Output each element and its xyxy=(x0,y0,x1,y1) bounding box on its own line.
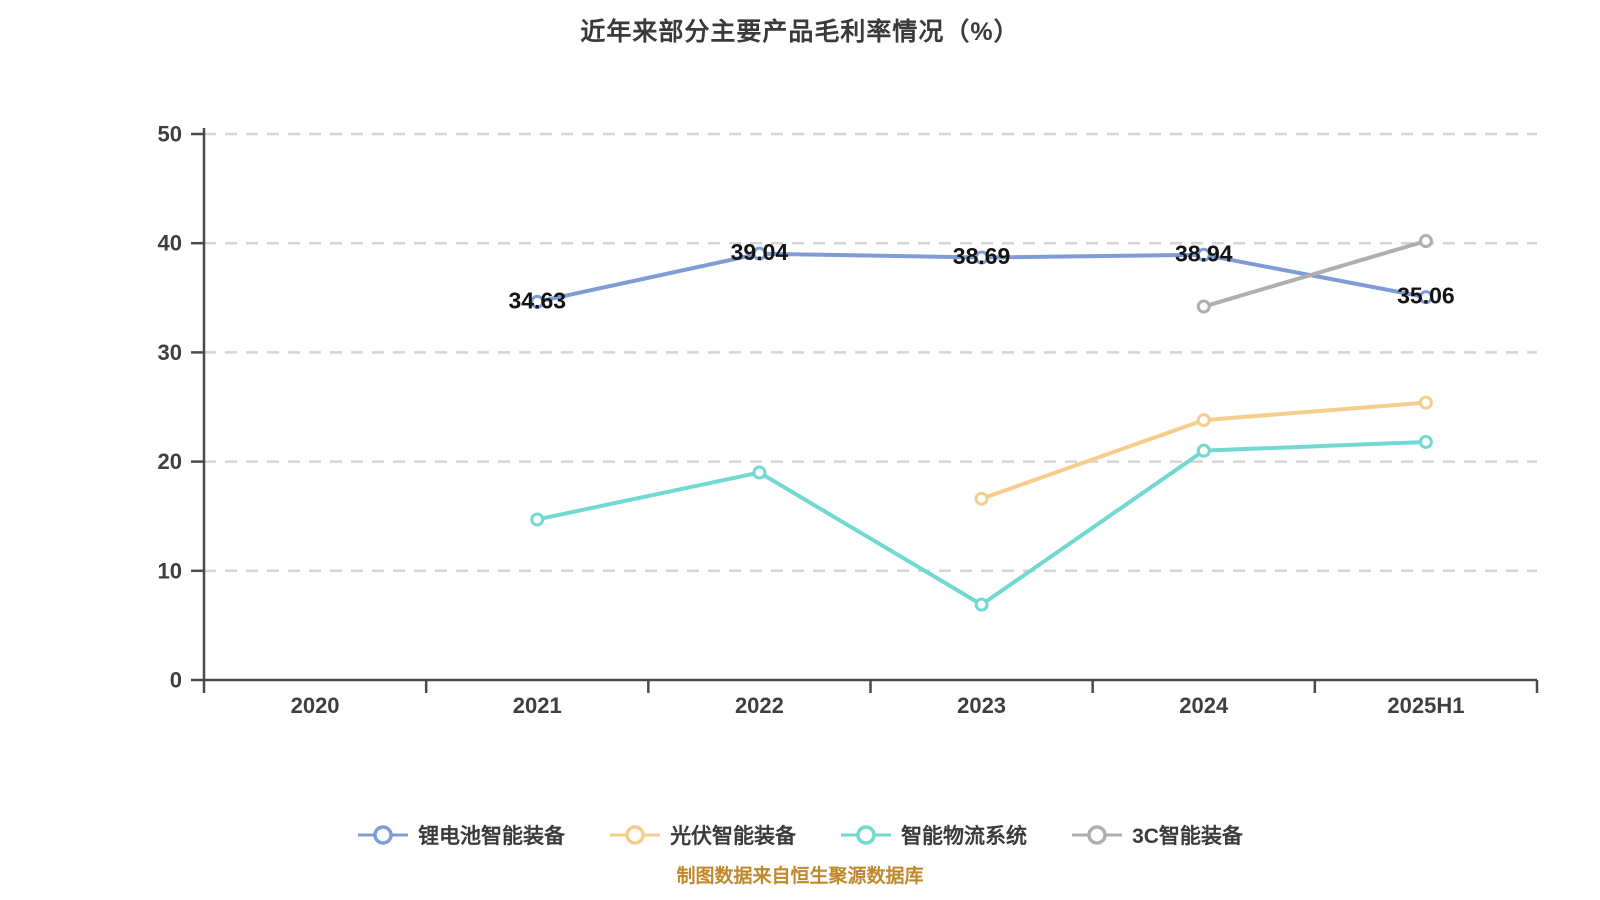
data-point xyxy=(974,491,989,506)
legend-marker-icon xyxy=(610,825,661,845)
legend-marker-circle xyxy=(373,825,393,845)
series-points-3c-equipment xyxy=(1196,234,1433,314)
y-tick-label: 40 xyxy=(158,231,182,256)
x-axis-ticks: 2020 2021 2022 2023 2024 2025H1 xyxy=(202,680,1539,718)
y-tick-label: 50 xyxy=(158,122,182,147)
legend-marker-icon xyxy=(1072,825,1123,845)
legend-item-logistics-system[interactable]: 智能物流系统 xyxy=(840,820,1027,850)
x-tick-label: 2024 xyxy=(1179,693,1229,718)
y-tick-label: 10 xyxy=(158,558,182,583)
x-tick-label: 2025H1 xyxy=(1387,693,1464,718)
series-3c-equipment xyxy=(1201,239,1428,309)
legend-marker-icon xyxy=(358,825,409,845)
series-points-pv-equipment xyxy=(974,395,1433,506)
data-point xyxy=(1196,443,1211,458)
data-point xyxy=(1418,395,1433,410)
chart-legend: 锂电池智能装备 光伏智能装备 智能物流系统 3C智能装备 xyxy=(0,820,1600,850)
legend-label: 锂电池智能装备 xyxy=(418,825,566,848)
data-point xyxy=(530,512,545,527)
series-points-logistics-system xyxy=(530,434,1433,612)
data-label: 34.63 xyxy=(508,287,566,313)
legend-marker-circle xyxy=(1087,825,1107,845)
legend-item-li-battery-equipment[interactable]: 锂电池智能装备 xyxy=(357,820,565,850)
chart-title: 近年来部分主要产品毛利率情况（%） xyxy=(580,18,1020,46)
legend-label: 光伏智能装备 xyxy=(670,825,797,848)
x-tick-label: 2022 xyxy=(735,693,784,718)
legend-item-3c-equipment[interactable]: 3C智能装备 xyxy=(1071,820,1243,850)
y-tick-label: 0 xyxy=(170,668,182,693)
axes xyxy=(202,128,1537,682)
series-line-logistics-system xyxy=(535,439,1428,607)
series-points-li-battery-equipment xyxy=(530,246,1433,309)
legend-item-pv-equipment[interactable]: 光伏智能装备 xyxy=(609,820,796,850)
line-chart: 0 10 20 30 40 50 2020 2021 2022 2023 2024 2025H1 34.… xyxy=(158,122,1539,718)
data-source-caption: 制图数据来自恒生聚源数据库 xyxy=(676,866,924,887)
data-point xyxy=(1196,247,1211,262)
y-tick-label: 20 xyxy=(158,449,182,474)
legend-marker-circle xyxy=(856,825,876,845)
data-label: 38.94 xyxy=(1175,240,1233,266)
x-tick-label: 2021 xyxy=(513,693,562,718)
legend-label: 3C智能装备 xyxy=(1132,825,1243,848)
data-point xyxy=(1418,290,1433,305)
data-point xyxy=(1196,299,1211,314)
data-point xyxy=(1418,234,1433,249)
data-label: 35.06 xyxy=(1397,283,1455,309)
y-tick-label: 30 xyxy=(158,340,182,365)
y-axis-ticks: 0 10 20 30 40 50 xyxy=(158,122,204,693)
series-logistics-system xyxy=(535,439,1428,607)
data-point xyxy=(752,465,767,480)
gridlines xyxy=(204,132,1537,573)
legend-marker-icon xyxy=(841,825,892,845)
series-labels-li-battery-equipment: 34.63 39.04 38.69 38.94 35.06 xyxy=(508,239,1454,313)
x-tick-label: 2020 xyxy=(291,693,340,718)
data-label: 38.69 xyxy=(953,243,1011,269)
legend-label: 智能物流系统 xyxy=(901,825,1028,848)
data-point xyxy=(1418,434,1433,449)
data-point xyxy=(530,294,545,309)
data-point xyxy=(974,597,989,612)
series-line-3c-equipment xyxy=(1201,239,1428,309)
data-point xyxy=(1196,413,1211,428)
data-point xyxy=(974,250,989,265)
data-point xyxy=(752,246,767,261)
legend-marker-circle xyxy=(625,825,645,845)
data-label: 39.04 xyxy=(731,239,789,265)
x-tick-label: 2023 xyxy=(957,693,1006,718)
